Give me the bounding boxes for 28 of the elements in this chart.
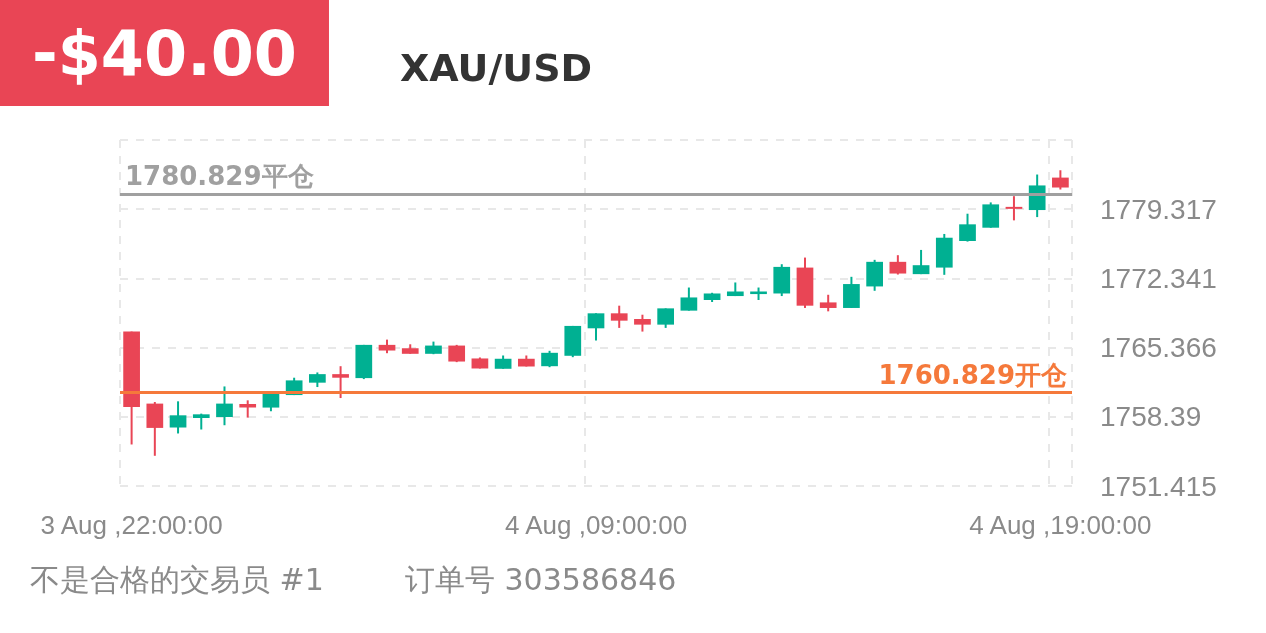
ref-line-label: 1780.829平仓 — [125, 161, 314, 192]
text: 订单号 303586846 — [405, 561, 677, 597]
x-tick-label: 3 Aug ,22:00:00 — [40, 510, 223, 540]
candlestick — [889, 254, 907, 276]
candlestick — [587, 312, 605, 342]
candlestick — [610, 304, 628, 329]
x-tick-label: 4 Aug ,19:00:00 — [969, 510, 1152, 540]
candlestick — [1052, 169, 1069, 191]
candlestick — [680, 286, 698, 312]
y-tick-label: 1765.366 — [1100, 332, 1217, 364]
candlestick — [912, 248, 930, 276]
candlestick — [1005, 195, 1023, 222]
ref-line-label: 1760.829开仓 — [878, 359, 1067, 390]
y-tick-label: 1751.415 — [1100, 470, 1217, 502]
y-tick-label: 1758.39 — [1100, 401, 1202, 433]
candlestick — [657, 307, 675, 329]
y-tick-label: 1772.341 — [1100, 262, 1217, 294]
candlestick — [169, 400, 187, 435]
text: 不是合格的交易员 #1 — [30, 561, 324, 597]
candlestick — [216, 385, 233, 427]
chart-subtitle: XAU/USD — [400, 46, 593, 90]
chart-title: -$40.00 — [32, 16, 297, 90]
candlestick — [959, 212, 976, 243]
candlestick — [843, 275, 860, 309]
candlestick — [982, 201, 1000, 229]
x-tick-label: 4 Aug ,09:00:00 — [504, 510, 688, 540]
candlestick — [332, 365, 349, 400]
y-tick-label: 1779.317 — [1100, 193, 1217, 225]
